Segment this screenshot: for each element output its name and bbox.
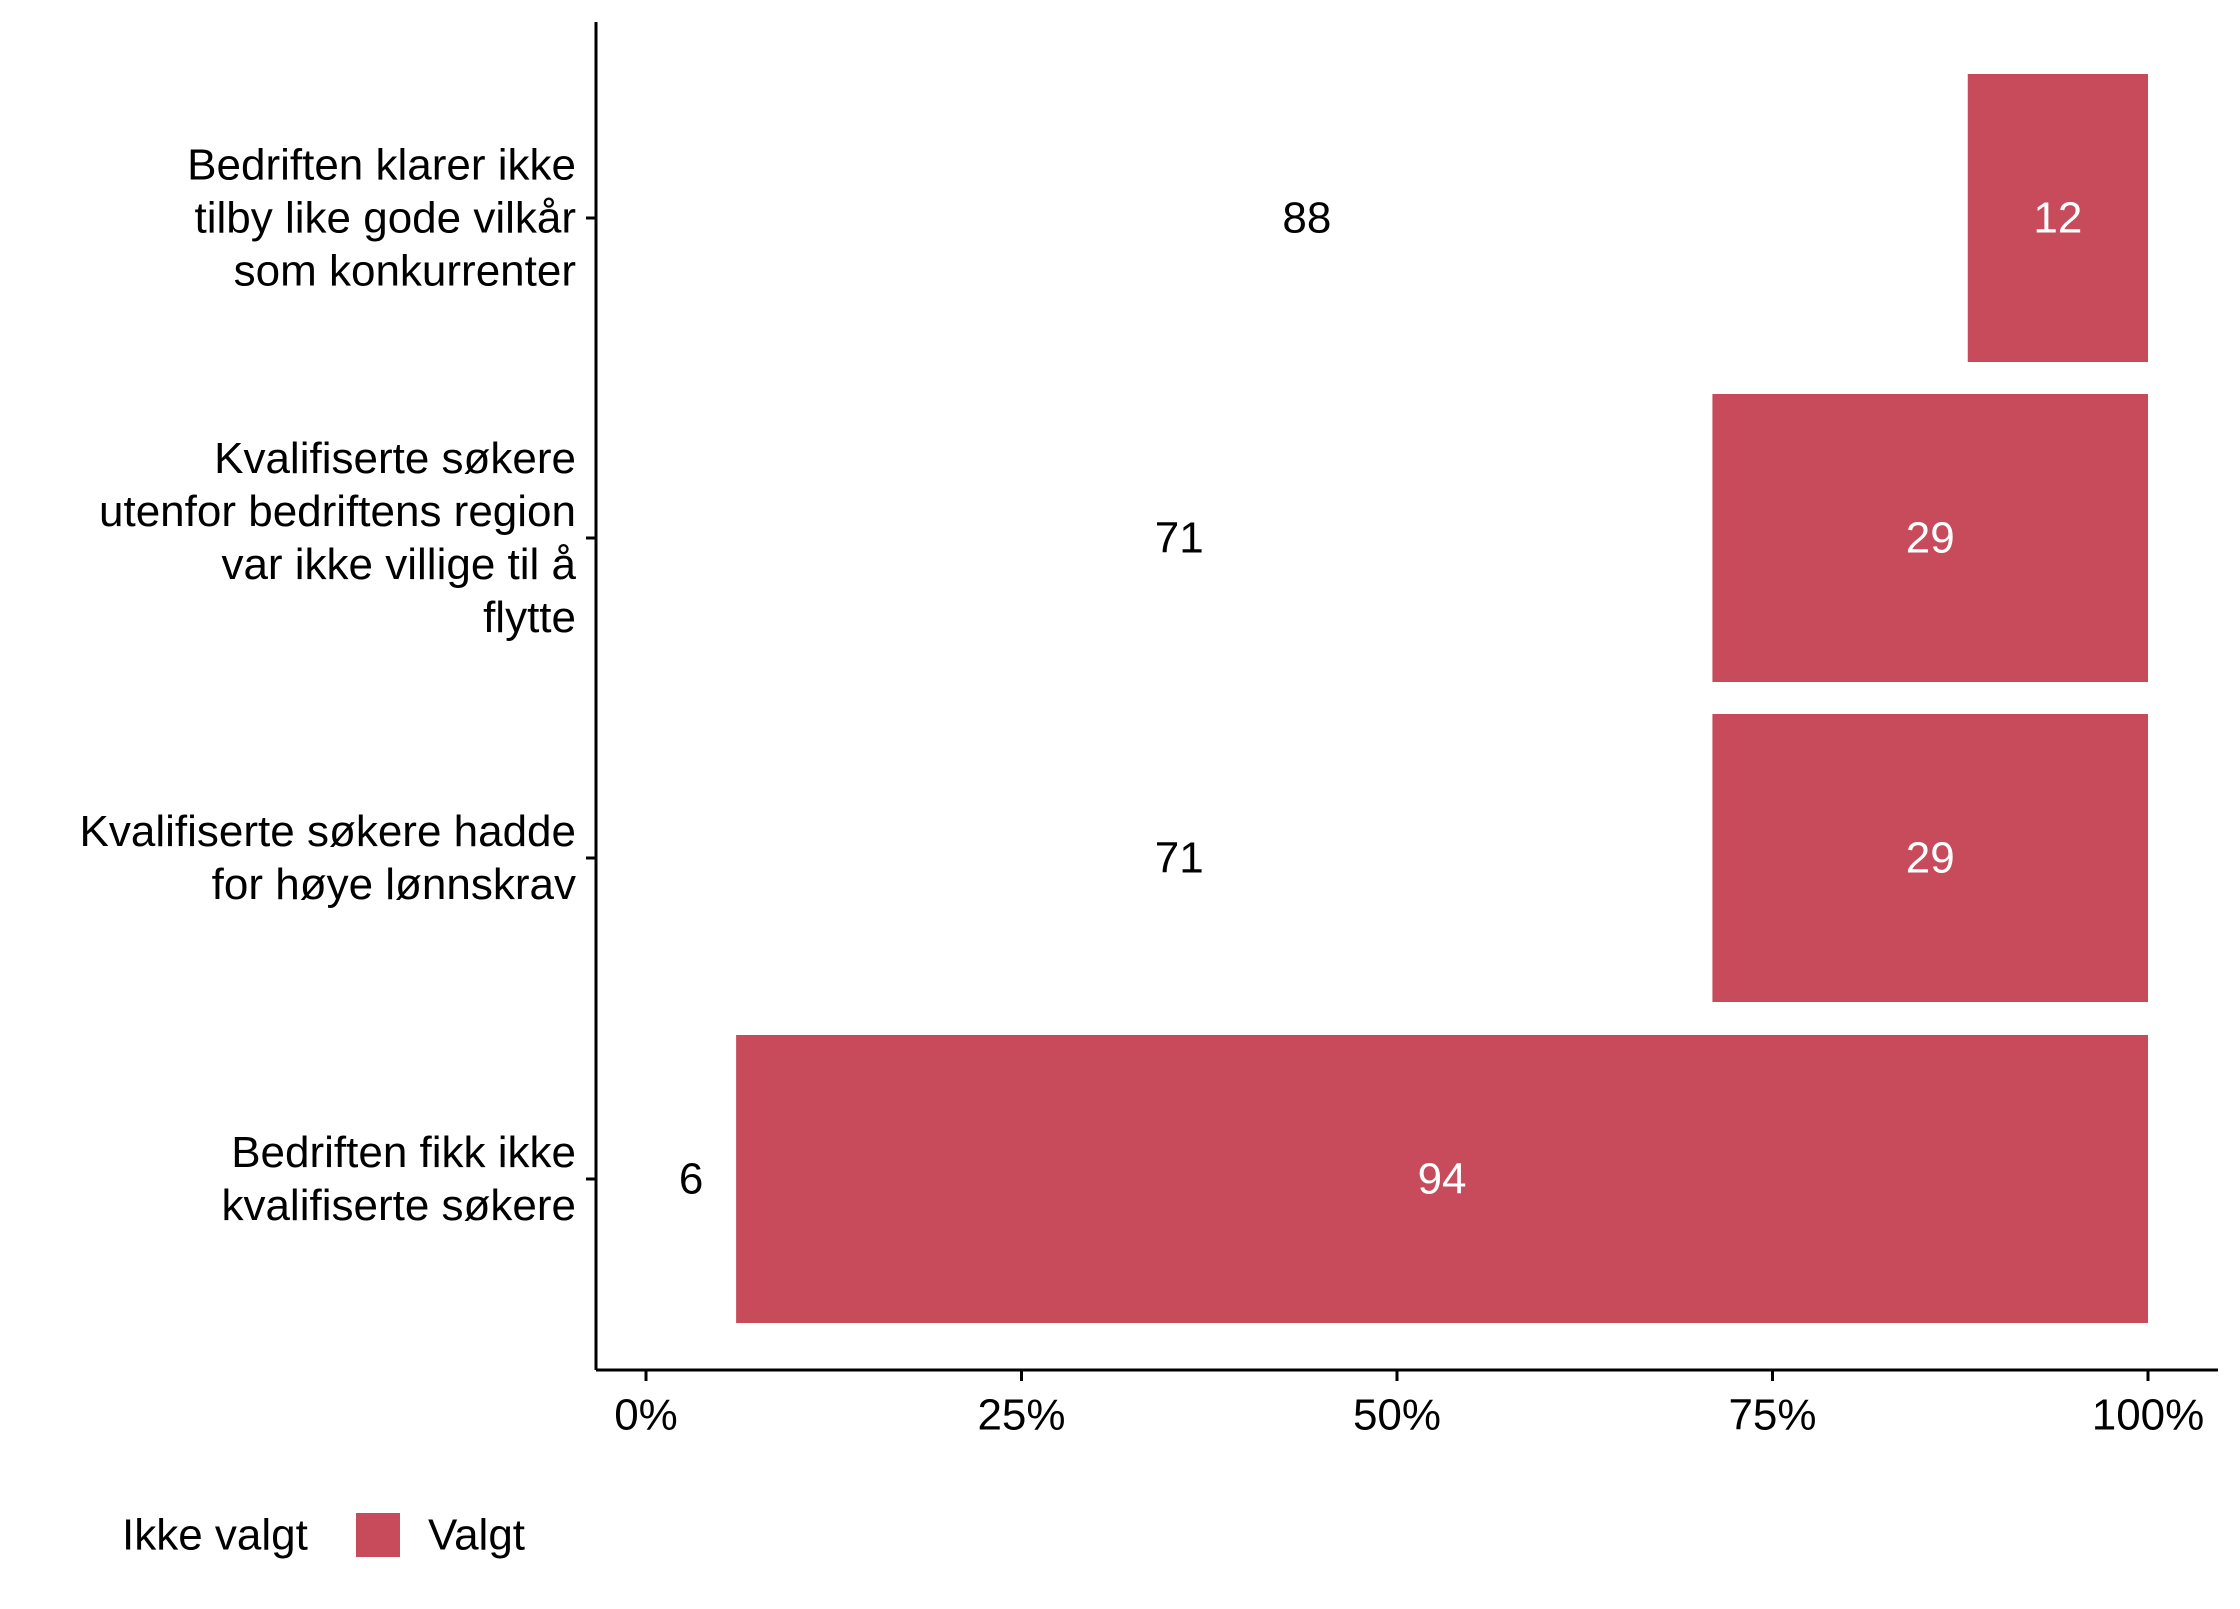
data-label-valgt-1: 29 — [1906, 514, 1955, 563]
category-label-2-line-0: Kvalifiserte søkere hadde — [80, 807, 576, 856]
category-label-0-line-1: tilby like gode vilkår — [195, 194, 577, 243]
x-tick-label-3: 75% — [1728, 1391, 1816, 1440]
bar-valgt-1 — [1712, 394, 2148, 682]
category-label-1-line-0: Kvalifiserte søkere — [214, 434, 576, 483]
category-label-1-line-2: var ikke villige til å — [221, 540, 576, 589]
data-label-valgt-3: 94 — [1418, 1155, 1467, 1204]
category-label-1-line-1: utenfor bedriftens region — [99, 487, 576, 536]
category-label-0-line-2: som konkurrenter — [234, 247, 576, 296]
bar-valgt-2 — [1712, 714, 2148, 1002]
data-label-ikke-valgt-0: 88 — [1282, 194, 1331, 243]
legend-label-ikke-valgt: Ikke valgt — [122, 1511, 308, 1560]
x-tick-label-0: 0% — [614, 1391, 678, 1440]
x-tick-label-2: 50% — [1353, 1391, 1441, 1440]
bar-valgt-3 — [736, 1035, 2148, 1323]
data-label-ikke-valgt-1: 71 — [1155, 514, 1204, 563]
category-label-3-line-0: Bedriften fikk ikke — [231, 1128, 576, 1177]
category-label-0-line-0: Bedriften klarer ikke — [187, 141, 576, 190]
data-label-ikke-valgt-3: 6 — [679, 1155, 703, 1204]
category-label-3-line-1: kvalifiserte søkere — [221, 1181, 576, 1230]
x-tick-label-1: 25% — [977, 1391, 1065, 1440]
x-tick-label-4: 100% — [2092, 1391, 2205, 1440]
data-label-valgt-2: 29 — [1906, 834, 1955, 883]
legend-swatch-valgt — [356, 1513, 400, 1557]
data-label-ikke-valgt-2: 71 — [1155, 834, 1204, 883]
category-label-2-line-1: for høye lønnskrav — [212, 860, 576, 909]
bar-valgt-0 — [1967, 74, 2148, 362]
legend-label-valgt: Valgt — [428, 1511, 525, 1560]
category-label-1-line-3: flytte — [483, 593, 576, 642]
data-label-valgt-0: 12 — [2033, 194, 2082, 243]
